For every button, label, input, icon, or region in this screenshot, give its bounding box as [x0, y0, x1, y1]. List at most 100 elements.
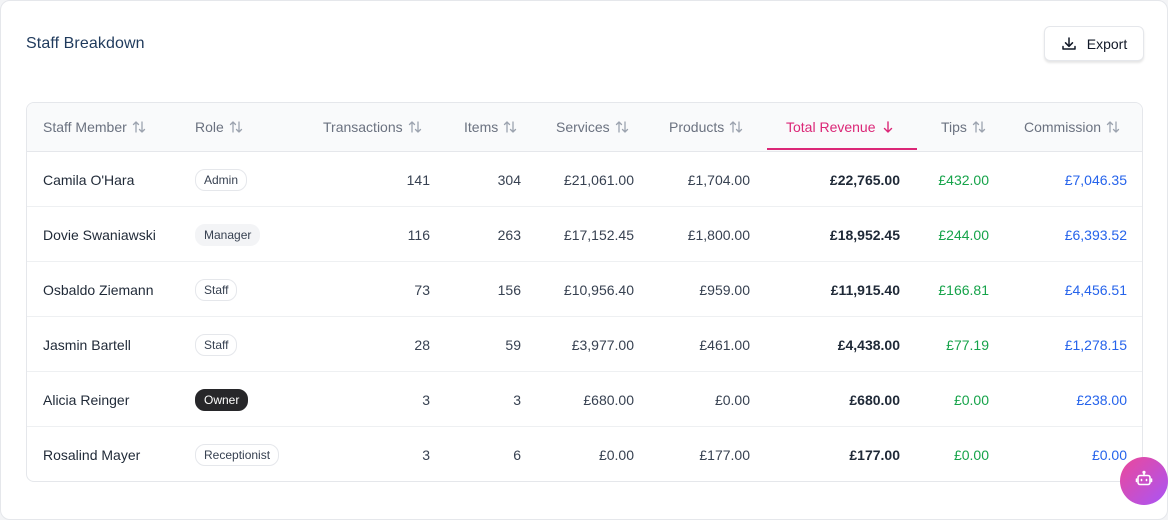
role-cell: Manager — [195, 207, 261, 262]
staff-name: Osbaldo Ziemann — [43, 281, 154, 298]
total-revenue-cell: £177.00 — [849, 446, 900, 463]
role-cell: Admin — [195, 152, 248, 207]
products-cell: £1,800.00 — [687, 226, 750, 243]
column-header-transactions[interactable]: Transactions — [323, 103, 422, 151]
tips-cell: £0.00 — [953, 391, 989, 408]
arrow-down-icon — [881, 120, 895, 134]
table-row[interactable]: Dovie Swaniawski Manager 116 263 £17,152… — [27, 207, 1142, 262]
column-header-products[interactable]: Products — [669, 103, 743, 151]
commission-cell: £7,046.35 — [1064, 171, 1127, 188]
items-cell: 59 — [505, 336, 521, 353]
download-icon — [1061, 36, 1077, 52]
staff-name: Jasmin Bartell — [43, 336, 131, 353]
role-badge: Manager — [195, 223, 261, 246]
services-cell: £21,061.00 — [563, 171, 634, 188]
commission-cell: £1,278.15 — [1064, 336, 1127, 353]
sort-arrows-icon — [972, 120, 986, 134]
column-header-tips[interactable]: Tips — [941, 103, 986, 151]
total-revenue-cell: £11,915.40 — [830, 281, 900, 298]
transactions-cell: 3 — [422, 391, 430, 408]
transactions-cell: 141 — [406, 171, 430, 188]
tips-cell: £77.19 — [946, 336, 989, 353]
transactions-cell: 116 — [407, 226, 430, 243]
products-cell: £1,704.00 — [687, 171, 750, 188]
transactions-cell: 3 — [422, 446, 430, 463]
table-row[interactable]: Alicia Reinger Owner 3 3 £680.00 £0.00 £… — [27, 372, 1142, 427]
role-cell: Owner — [195, 372, 249, 427]
export-label: Export — [1086, 35, 1128, 52]
assistant-button[interactable] — [1120, 457, 1168, 505]
commission-cell: £6,393.52 — [1064, 226, 1127, 243]
staff-name: Rosalind Mayer — [43, 446, 141, 463]
tips-cell: £244.00 — [938, 226, 989, 243]
staff-name: Alicia Reinger — [43, 391, 130, 408]
table-row[interactable]: Rosalind Mayer Receptionist 3 6 £0.00 £1… — [27, 427, 1142, 481]
bot-icon — [1134, 469, 1154, 494]
table-header: Staff Member Role Transactions Items Ser… — [27, 103, 1142, 152]
column-header-role[interactable]: Role — [195, 103, 243, 151]
column-label: Commission — [1024, 119, 1102, 135]
services-cell: £10,956.40 — [563, 281, 634, 298]
column-header-commission[interactable]: Commission — [1024, 103, 1120, 151]
export-button[interactable]: Export — [1044, 26, 1144, 61]
tips-cell: £0.00 — [953, 446, 989, 463]
items-cell: 6 — [513, 446, 521, 463]
sort-arrows-icon — [503, 120, 517, 134]
sort-arrows-icon — [729, 120, 743, 134]
sort-arrows-icon — [615, 120, 629, 134]
role-badge: Owner — [195, 388, 249, 411]
tips-cell: £432.00 — [938, 171, 989, 188]
role-badge: Admin — [195, 168, 248, 191]
products-cell: £177.00 — [699, 446, 750, 463]
column-header-services[interactable]: Services — [556, 103, 629, 151]
table-row[interactable]: Jasmin Bartell Staff 28 59 £3,977.00 £46… — [27, 317, 1142, 372]
column-label: Items — [464, 119, 499, 135]
table-row[interactable]: Camila O'Hara Admin 141 304 £21,061.00 £… — [27, 152, 1142, 207]
commission-cell: £238.00 — [1076, 391, 1127, 408]
services-cell: £680.00 — [583, 391, 634, 408]
total-revenue-cell: £680.00 — [849, 391, 900, 408]
column-header-total-revenue[interactable]: Total Revenue — [786, 103, 895, 151]
total-revenue-cell: £22,765.00 — [829, 171, 900, 188]
column-label: Transactions — [323, 119, 403, 135]
sort-arrows-icon — [408, 120, 422, 134]
column-label: Tips — [941, 119, 967, 135]
commission-cell: £0.00 — [1091, 446, 1127, 463]
staff-table: Staff Member Role Transactions Items Ser… — [26, 102, 1143, 482]
services-cell: £17,152.45 — [563, 226, 634, 243]
role-badge: Staff — [195, 333, 238, 356]
total-revenue-cell: £4,438.00 — [837, 336, 900, 353]
items-cell: 3 — [513, 391, 521, 408]
role-badge: Staff — [195, 278, 238, 301]
items-cell: 156 — [497, 281, 521, 298]
column-header-items[interactable]: Items — [464, 103, 517, 151]
products-cell: £0.00 — [714, 391, 750, 408]
column-header-staff-member[interactable]: Staff Member — [43, 103, 146, 151]
products-cell: £461.00 — [699, 336, 750, 353]
transactions-cell: 28 — [414, 336, 430, 353]
sort-arrows-icon — [229, 120, 243, 134]
column-label: Role — [195, 119, 224, 135]
column-label: Services — [556, 119, 610, 135]
sort-arrows-icon — [132, 120, 146, 134]
table-row[interactable]: Osbaldo Ziemann Staff 73 156 £10,956.40 … — [27, 262, 1142, 317]
services-cell: £3,977.00 — [571, 336, 634, 353]
total-revenue-cell: £18,952.45 — [829, 226, 900, 243]
active-sort-indicator — [767, 148, 917, 150]
items-cell: 304 — [497, 171, 521, 188]
role-cell: Receptionist — [195, 427, 280, 481]
items-cell: 263 — [497, 226, 521, 243]
role-cell: Staff — [195, 317, 238, 372]
tips-cell: £166.81 — [938, 281, 989, 298]
column-label: Products — [669, 119, 725, 135]
card-title: Staff Breakdown — [26, 35, 145, 52]
role-cell: Staff — [195, 262, 238, 317]
commission-cell: £4,456.51 — [1064, 281, 1127, 298]
column-label: Staff Member — [43, 119, 127, 135]
products-cell: £959.00 — [699, 281, 750, 298]
sort-arrows-icon — [1106, 120, 1120, 134]
staff-name: Dovie Swaniawski — [43, 226, 156, 243]
column-label: Total Revenue — [786, 119, 876, 135]
services-cell: £0.00 — [598, 446, 634, 463]
